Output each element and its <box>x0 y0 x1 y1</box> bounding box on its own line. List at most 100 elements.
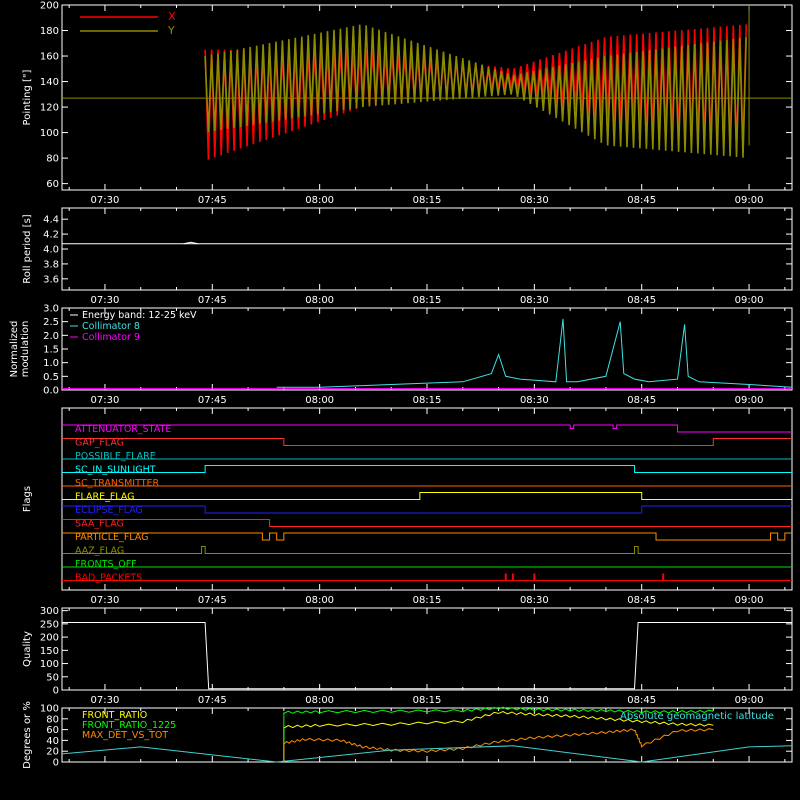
roll-x-tick-label: 07:30 <box>91 295 120 306</box>
modulation-x-tick-label: 07:30 <box>91 395 120 406</box>
roll-y-tick-label: 3.6 <box>43 274 59 285</box>
pointing-axes: 07:30 07:45 08:00 08:15 08:30 08:45 09:00 60 80 1… <box>22 1 793 206</box>
quality-x-tick-label: 08:15 <box>413 695 442 706</box>
quality-line <box>62 622 792 690</box>
modulation-y-tick-label: 1.5 <box>43 345 59 356</box>
flag-label: PARTICLE_FLAG <box>75 532 148 543</box>
panels-group: 07:30 07:45 08:00 08:15 08:30 08:45 09:0060801… <box>9 1 793 769</box>
modulation-legend-label: Collimator 9 <box>82 332 140 343</box>
quality-y-tick-label: 100 <box>40 659 59 670</box>
ratios-series <box>283 706 714 714</box>
flag-label: SAA_FLAG <box>75 519 124 530</box>
modulation-collimator8 <box>276 318 793 388</box>
flag-label: POSSIBLE_FLARE <box>75 451 156 462</box>
flags-y-label: Flags <box>22 486 33 512</box>
flags-x-tick-label: 08:15 <box>413 595 442 606</box>
flags-axes: 07:30 07:45 08:00 08:15 08:30 08:45 09:00 Flags… <box>22 407 793 606</box>
roll-y-tick-label: 4.0 <box>43 245 59 256</box>
quality-y-tick-label: 200 <box>40 633 59 644</box>
roll-x-tick-label: 08:00 <box>305 295 334 306</box>
pointing-x-tick-label: 08:45 <box>627 195 656 206</box>
flag-trace <box>62 546 792 554</box>
roll-y-tick-label: 3.8 <box>43 259 59 270</box>
flags-x-tick-label: 08:30 <box>520 595 549 606</box>
ratios-y-tick-label: 80 <box>46 714 59 725</box>
modulation-x-tick-label: 08:30 <box>520 395 549 406</box>
pointing-y-tick-label: 200 <box>40 1 59 12</box>
quality-x-tick-label: 09:00 <box>735 695 764 706</box>
ratios-y-tick-label: 100 <box>40 704 59 715</box>
pointing-legend-label: X <box>168 10 176 23</box>
pointing-x-tick-label: 09:00 <box>735 195 764 206</box>
modulation-x-tick-label: 09:00 <box>735 395 764 406</box>
flag-trace <box>62 505 792 514</box>
pointing-x-tick-label: 08:15 <box>413 195 442 206</box>
flag-trace <box>62 438 792 446</box>
flag-label: AAZ_FLAG <box>75 546 124 557</box>
roll-x-tick-label: 08:45 <box>627 295 656 306</box>
modulation-y-tick-label: 3.0 <box>43 304 59 315</box>
quality-y-label: Quality <box>22 631 33 667</box>
quality-y-tick-label: 0 <box>53 686 59 697</box>
ratios-y-tick-label: 0 <box>53 758 59 769</box>
flag-label: FLARE_FLAG <box>75 492 135 503</box>
quality-y-tick-label: 300 <box>40 606 59 617</box>
pointing-x-tick-label: 08:30 <box>520 195 549 206</box>
pointing-y-label: Pointing ["] <box>22 69 33 125</box>
roll-y-tick-label: 4.4 <box>43 215 59 226</box>
modulation-x-tick-label: 08:15 <box>413 395 442 406</box>
pointing-x-tick-label: 07:45 <box>198 195 227 206</box>
ratios-legend-label: MAX_DET_VS_TOT <box>82 730 168 741</box>
roll-bump <box>183 241 199 245</box>
flags-x-tick-label: 07:45 <box>198 595 227 606</box>
flags-x-tick-label: 08:00 <box>305 595 334 606</box>
quality-x-tick-label: 07:45 <box>198 695 227 706</box>
ratios-y-label: Degrees or % <box>22 701 33 769</box>
flag-label: SC_IN_SUNLIGHT <box>75 465 156 476</box>
pointing-y-tick-label: 100 <box>40 128 59 139</box>
pointing-y-tick-label: 80 <box>46 154 59 165</box>
quality-x-tick-label: 07:30 <box>91 695 120 706</box>
pointing-legend-label: Y <box>167 24 175 37</box>
ratios-y-tick-label: 60 <box>46 725 59 736</box>
modulation-y-tick-label: 2.0 <box>43 331 59 342</box>
flags-x-tick-label: 09:00 <box>735 595 764 606</box>
pointing-y-tick-label: 120 <box>40 103 59 114</box>
flag-trace <box>62 519 792 527</box>
ratios-series <box>283 728 714 753</box>
modulation-axes: 07:30 07:45 08:00 08:15 08:30 08:45 09:00 0.0 0.… <box>9 304 793 406</box>
pointing-x-tick-label: 07:30 <box>91 195 120 206</box>
roll-x-tick-label: 08:30 <box>520 295 549 306</box>
quality-y-tick-label: 150 <box>40 646 59 657</box>
modulation-y-tick-label: 1.0 <box>43 358 59 369</box>
ratios-latitude <box>61 745 793 763</box>
modulation-y-tick-label: 0.5 <box>43 372 59 383</box>
ratios-series <box>283 710 714 729</box>
flag-label: ECLIPSE_FLAG <box>75 505 143 516</box>
flag-label: FRONTS_OFF <box>75 559 137 570</box>
modulation-y-label: modulation <box>20 321 31 378</box>
roll-y-tick-label: 4.2 <box>43 230 59 241</box>
flags-x-tick-label: 08:45 <box>627 595 656 606</box>
pointing-y-tick-label: 140 <box>40 77 59 88</box>
ratios-y-tick-label: 40 <box>46 736 59 747</box>
ratios-y-tick-label: 20 <box>46 747 59 758</box>
flag-label: GAP_FLAG <box>75 438 124 449</box>
quality-x-tick-label: 08:00 <box>305 695 334 706</box>
modulation-x-tick-label: 08:00 <box>305 395 334 406</box>
modulation-y-tick-label: 2.5 <box>43 317 59 328</box>
quality-axes: 07:30 07:45 08:00 08:15 08:30 08:45 09:00 0 50 10… <box>22 606 793 706</box>
flag-trace <box>62 532 792 541</box>
ratios-right-label: Absolute geomagnetic latitude <box>620 711 774 722</box>
flag-label: BAD_PACKETS <box>75 573 142 584</box>
modulation-legend-label: Collimator 8 <box>82 321 140 332</box>
modulation-y-tick-label: 0.0 <box>43 386 59 397</box>
flag-label: ATTENUATOR_STATE <box>75 424 171 435</box>
flag-label: SC_TRANSMITTER <box>75 478 160 489</box>
roll-axes: 07:30 07:45 08:00 08:15 08:30 08:45 09:00 3.6 3.… <box>22 207 793 306</box>
modulation-x-tick-label: 08:45 <box>627 395 656 406</box>
pointing-x-tick-label: 08:00 <box>305 195 334 206</box>
flag-trace <box>62 424 792 433</box>
